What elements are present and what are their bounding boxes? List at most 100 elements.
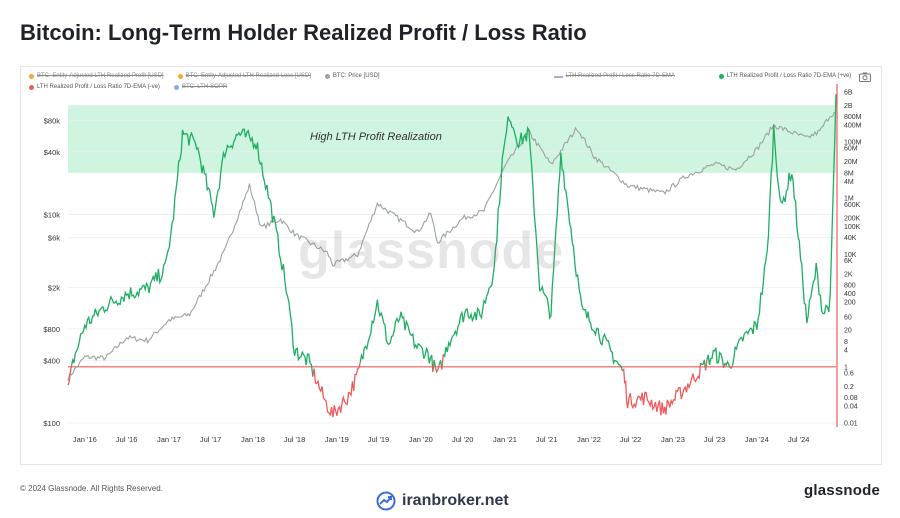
x-tick-label: Jan '23 [661, 435, 685, 444]
right-tick-label: 0.04 [844, 404, 858, 411]
right-tick-label: 800M [844, 114, 862, 121]
x-tick-label: Jan '24 [745, 435, 769, 444]
ratio-segment-positive [724, 360, 731, 369]
x-tick-label: Jul '20 [452, 435, 473, 444]
x-tick-label: Jan '22 [577, 435, 601, 444]
band-annotation: High LTH Profit Realization [310, 131, 442, 143]
right-tick-label: 20M [844, 159, 858, 166]
ratio-segment-negative [312, 362, 361, 418]
legend-item-lth-profit[interactable]: BTC: Entity-Adjusted LTH Realized Profit… [29, 71, 164, 82]
ratio-segment-negative [704, 360, 708, 371]
camera-icon[interactable] [859, 72, 871, 82]
page-title: Bitcoin: Long-Term Holder Realized Profi… [20, 20, 587, 45]
watermark: glassnode [298, 222, 565, 280]
right-tick-label: 0.08 [844, 395, 858, 402]
series-line-ratio [67, 94, 837, 418]
ratio-segment-positive [70, 128, 314, 377]
right-tick-label: 6K [844, 258, 853, 265]
right-tick-label: 2K [844, 272, 853, 279]
right-tick-label: 100K [844, 224, 861, 231]
right-tick-label: 1 [844, 364, 848, 371]
ratio-segment-negative [730, 365, 734, 369]
legend-marker [553, 75, 563, 78]
right-tick-label: 60 [844, 314, 852, 321]
right-tick-label: 2B [844, 103, 853, 110]
legend-marker [718, 74, 724, 79]
ratio-segment-negative [621, 363, 702, 416]
x-tick-label: Jul '18 [284, 435, 305, 444]
right-tick-label: 1M [844, 196, 854, 203]
right-tick-label: 400 [844, 291, 856, 298]
grid [68, 120, 836, 424]
legend-marker [324, 74, 330, 79]
right-tick-label: 100M [844, 139, 862, 146]
left-tick-label: $2k [48, 283, 60, 292]
left-tick-label: $10k [44, 211, 61, 220]
legend-row-1: BTC: Entity-Adjusted LTH Realized Profit… [29, 71, 851, 82]
right-tick-label: 0.6 [844, 371, 854, 378]
left-tick-label: $80k [44, 116, 61, 125]
right-tick-label: 0.01 [844, 421, 858, 428]
ratio-segment-positive [731, 94, 837, 366]
right-axis-ticks: 0.010.040.080.20.614820602004008002K6K10… [844, 90, 862, 428]
x-tick-label: Jul '22 [620, 435, 641, 444]
legend-marker [177, 74, 183, 79]
legend-item-ratio-neg[interactable]: LTH Realized Profit / Loss Ratio 7D-EMA … [29, 82, 160, 93]
legend-marker [29, 85, 34, 90]
right-tick-label: 8 [844, 339, 848, 346]
left-axis-ticks: $100 $400 $800 $2k $6k $10k $40k $80k [43, 116, 60, 428]
x-tick-label: Jul '19 [368, 435, 389, 444]
ratio-segment-positive [433, 359, 437, 368]
chart-plot: $100 $400 $800 $2k $6k $10k $40k $80k 0.01 0.04 0… [43, 84, 862, 444]
ratio-segment-positive [706, 347, 725, 368]
x-axis-ticks: Jan '16 Jul '16 Jan '17 Jul '17 Jan '18 Jul '… [73, 435, 810, 444]
left-tick-label: $800 [43, 325, 60, 334]
right-tick-label: 4 [844, 347, 848, 354]
right-tick-label: 6B [844, 90, 853, 97]
legend-item-ratio[interactable]: LTH Realized Profit / Loss Ratio 7D-EMA [553, 71, 675, 82]
copyright: © 2024 Glassnode. All Rights Reserved. [20, 484, 163, 493]
series-line-price [67, 111, 835, 381]
x-tick-label: Jul '24 [788, 435, 809, 444]
right-tick-label: 600K [844, 202, 861, 209]
x-tick-label: Jan '21 [493, 435, 517, 444]
right-tick-label: 0.2 [844, 384, 854, 391]
legend-item-price[interactable]: BTC: Price [USD] [324, 71, 380, 82]
left-tick-label: $400 [43, 356, 60, 365]
x-tick-label: Jan '20 [409, 435, 433, 444]
x-tick-label: Jul '23 [704, 435, 725, 444]
site-name: iranbroker.net [402, 492, 509, 509]
right-tick-label: 40K [844, 235, 857, 242]
right-tick-label: 200 [844, 300, 856, 307]
x-tick-label: Jan '19 [325, 435, 349, 444]
ratio-segment-positive [438, 360, 443, 370]
ratio-segment-positive [442, 116, 624, 372]
right-tick-label: 8M [844, 170, 854, 177]
profit-band [68, 105, 836, 173]
ratio-segment-negative [67, 365, 73, 386]
legend: BTC: Entity-Adjusted LTH Realized Profit… [29, 71, 851, 93]
right-tick-label: 200K [844, 215, 861, 222]
legend-item-lth-loss[interactable]: BTC: Entity-Adjusted LTH Realized Loss [… [177, 71, 311, 82]
x-tick-label: Jul '21 [536, 435, 557, 444]
brand-logo: glassnode [804, 482, 880, 499]
right-tick-label: 800 [844, 283, 856, 290]
right-tick-label: 20 [844, 328, 852, 335]
right-tick-label: 400M [844, 123, 862, 130]
x-tick-label: Jan '16 [73, 435, 97, 444]
x-tick-label: Jul '17 [200, 435, 221, 444]
legend-marker [29, 74, 34, 79]
ratio-segment-positive [700, 359, 707, 371]
left-tick-label: $6k [48, 234, 60, 243]
legend-item-sopr[interactable]: BTC: LTH-SOPR [173, 82, 227, 93]
site-badge: iranbroker.net [376, 491, 509, 511]
x-tick-label: Jul '16 [116, 435, 137, 444]
left-tick-label: $100 [43, 419, 60, 428]
legend-item-ratio-pos[interactable]: LTH Realized Profit / Loss Ratio 7D-EMA … [718, 71, 851, 82]
x-tick-label: Jan '17 [157, 435, 181, 444]
right-tick-label: 60M [844, 146, 858, 153]
right-tick-label: 4M [844, 179, 854, 186]
right-tick-label: 10K [844, 252, 857, 259]
left-tick-label: $40k [44, 148, 61, 157]
ratio-segment-positive [359, 299, 434, 372]
